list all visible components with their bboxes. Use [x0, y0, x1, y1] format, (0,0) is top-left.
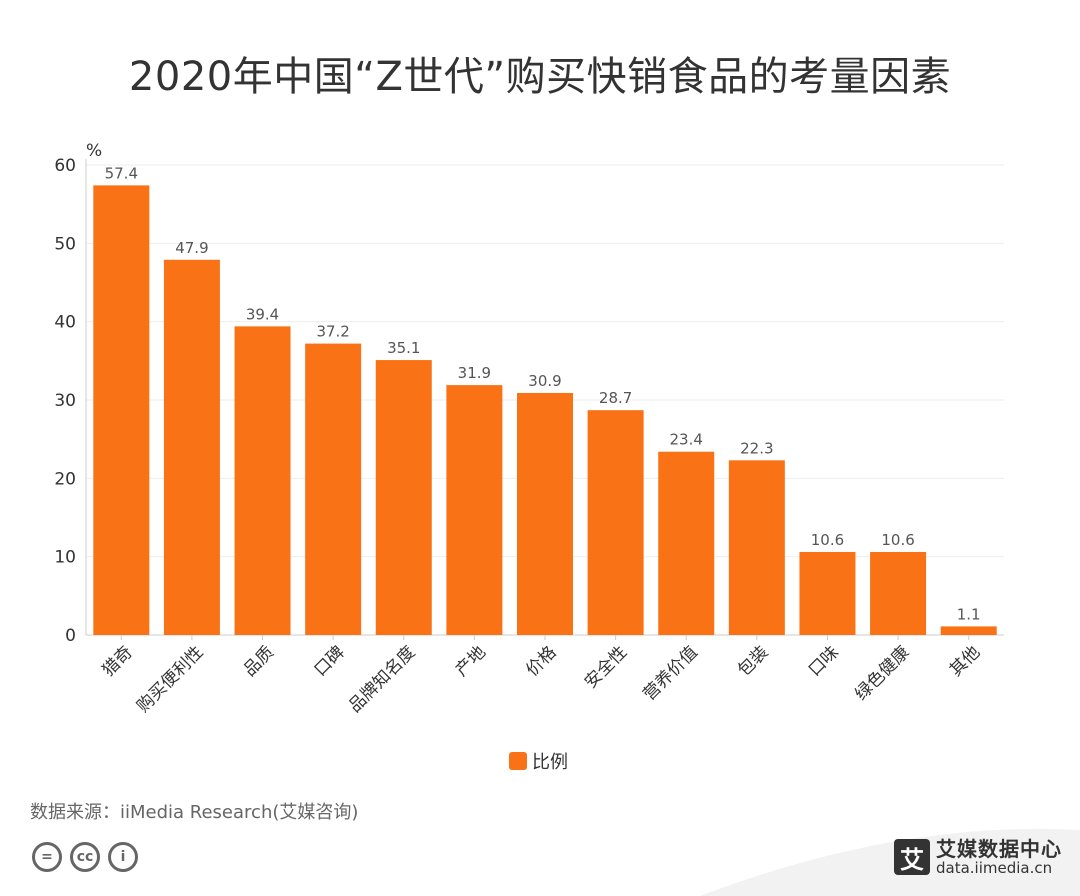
bar[interactable]	[940, 626, 997, 635]
bar[interactable]	[728, 460, 785, 635]
data-label: 1.1	[957, 605, 981, 623]
y-tick-label: 0	[65, 626, 76, 646]
x-tick-label: 其他	[946, 642, 984, 680]
data-labels: 57.4 47.9 39.4 37.2 35.1 31.9 30.9 28.7 23.4 22.3…	[105, 164, 981, 623]
data-label: 28.7	[599, 389, 632, 407]
y-tick-label: 60	[54, 156, 76, 176]
data-label: 57.4	[105, 164, 138, 182]
source-note: 数据来源：iiMedia Research(艾媒咨询)	[30, 802, 359, 823]
x-tick-label: 猎奇	[99, 642, 137, 680]
legend-swatch[interactable]	[509, 752, 527, 770]
x-tick-label: 口碑	[311, 642, 349, 680]
y-tick-labels: 0 10 20 30 40 50 60%	[54, 141, 102, 646]
cc-icon: cc	[70, 842, 100, 872]
data-label: 10.6	[881, 531, 914, 549]
brand-url: data.iimedia.cn	[936, 859, 1053, 877]
bar[interactable]	[446, 385, 503, 635]
data-label: 30.9	[528, 372, 561, 390]
y-tick-label: 10	[54, 548, 76, 568]
bar[interactable]	[870, 551, 927, 635]
bar[interactable]	[375, 360, 432, 635]
legend[interactable]: 比例	[509, 752, 568, 773]
x-tick-label: 包装	[734, 642, 772, 680]
person-icon: i	[108, 842, 138, 872]
x-tick-label: 口味	[805, 642, 843, 680]
data-label: 23.4	[670, 431, 703, 449]
y-tick-label: 50	[54, 234, 76, 254]
x-tick-label: 品牌知名度	[345, 642, 419, 716]
data-label: 22.3	[740, 439, 773, 457]
data-label: 37.2	[316, 323, 349, 341]
bar[interactable]	[93, 185, 150, 635]
license-icons: = cc i	[32, 842, 138, 872]
brand-logo-block: 艾 艾媒数据中心 data.iimedia.cn	[894, 838, 1062, 877]
x-tick-label: 价格	[522, 642, 560, 680]
bar[interactable]	[517, 392, 573, 635]
x-tick-label: 绿色健康	[851, 642, 913, 704]
bar[interactable]	[163, 259, 220, 635]
data-label: 10.6	[811, 531, 844, 549]
y-tick-label: 40	[54, 313, 76, 333]
brand-name: 艾媒数据中心	[936, 837, 1062, 861]
bars	[93, 185, 997, 635]
bar[interactable]	[305, 343, 362, 635]
y-tick-label: 30	[54, 391, 76, 411]
y-tick-label: 20	[54, 469, 76, 489]
bar[interactable]	[587, 410, 644, 635]
y-axis-label: %	[86, 141, 102, 161]
equals-icon: =	[32, 842, 62, 872]
bar[interactable]	[234, 326, 291, 635]
bar[interactable]	[658, 451, 715, 635]
data-label: 39.4	[246, 305, 279, 323]
legend-label[interactable]: 比例	[532, 752, 568, 773]
chart-title: 2020年中国“Z世代”购买快销食品的考量因素	[128, 54, 952, 100]
x-tick-label: 产地	[452, 642, 490, 680]
x-tick-label: 品质	[240, 642, 278, 680]
brand-logo-icon: 艾	[894, 839, 930, 876]
x-tick-label: 安全性	[581, 642, 631, 692]
footer-wave-decoration	[700, 828, 1080, 896]
data-label: 47.9	[175, 239, 208, 257]
data-label: 31.9	[458, 364, 491, 382]
data-label: 35.1	[387, 339, 420, 357]
x-tick-label: 营养价值	[640, 642, 702, 704]
bar[interactable]	[799, 551, 856, 635]
x-tick-label: 购买便利性	[133, 642, 207, 716]
